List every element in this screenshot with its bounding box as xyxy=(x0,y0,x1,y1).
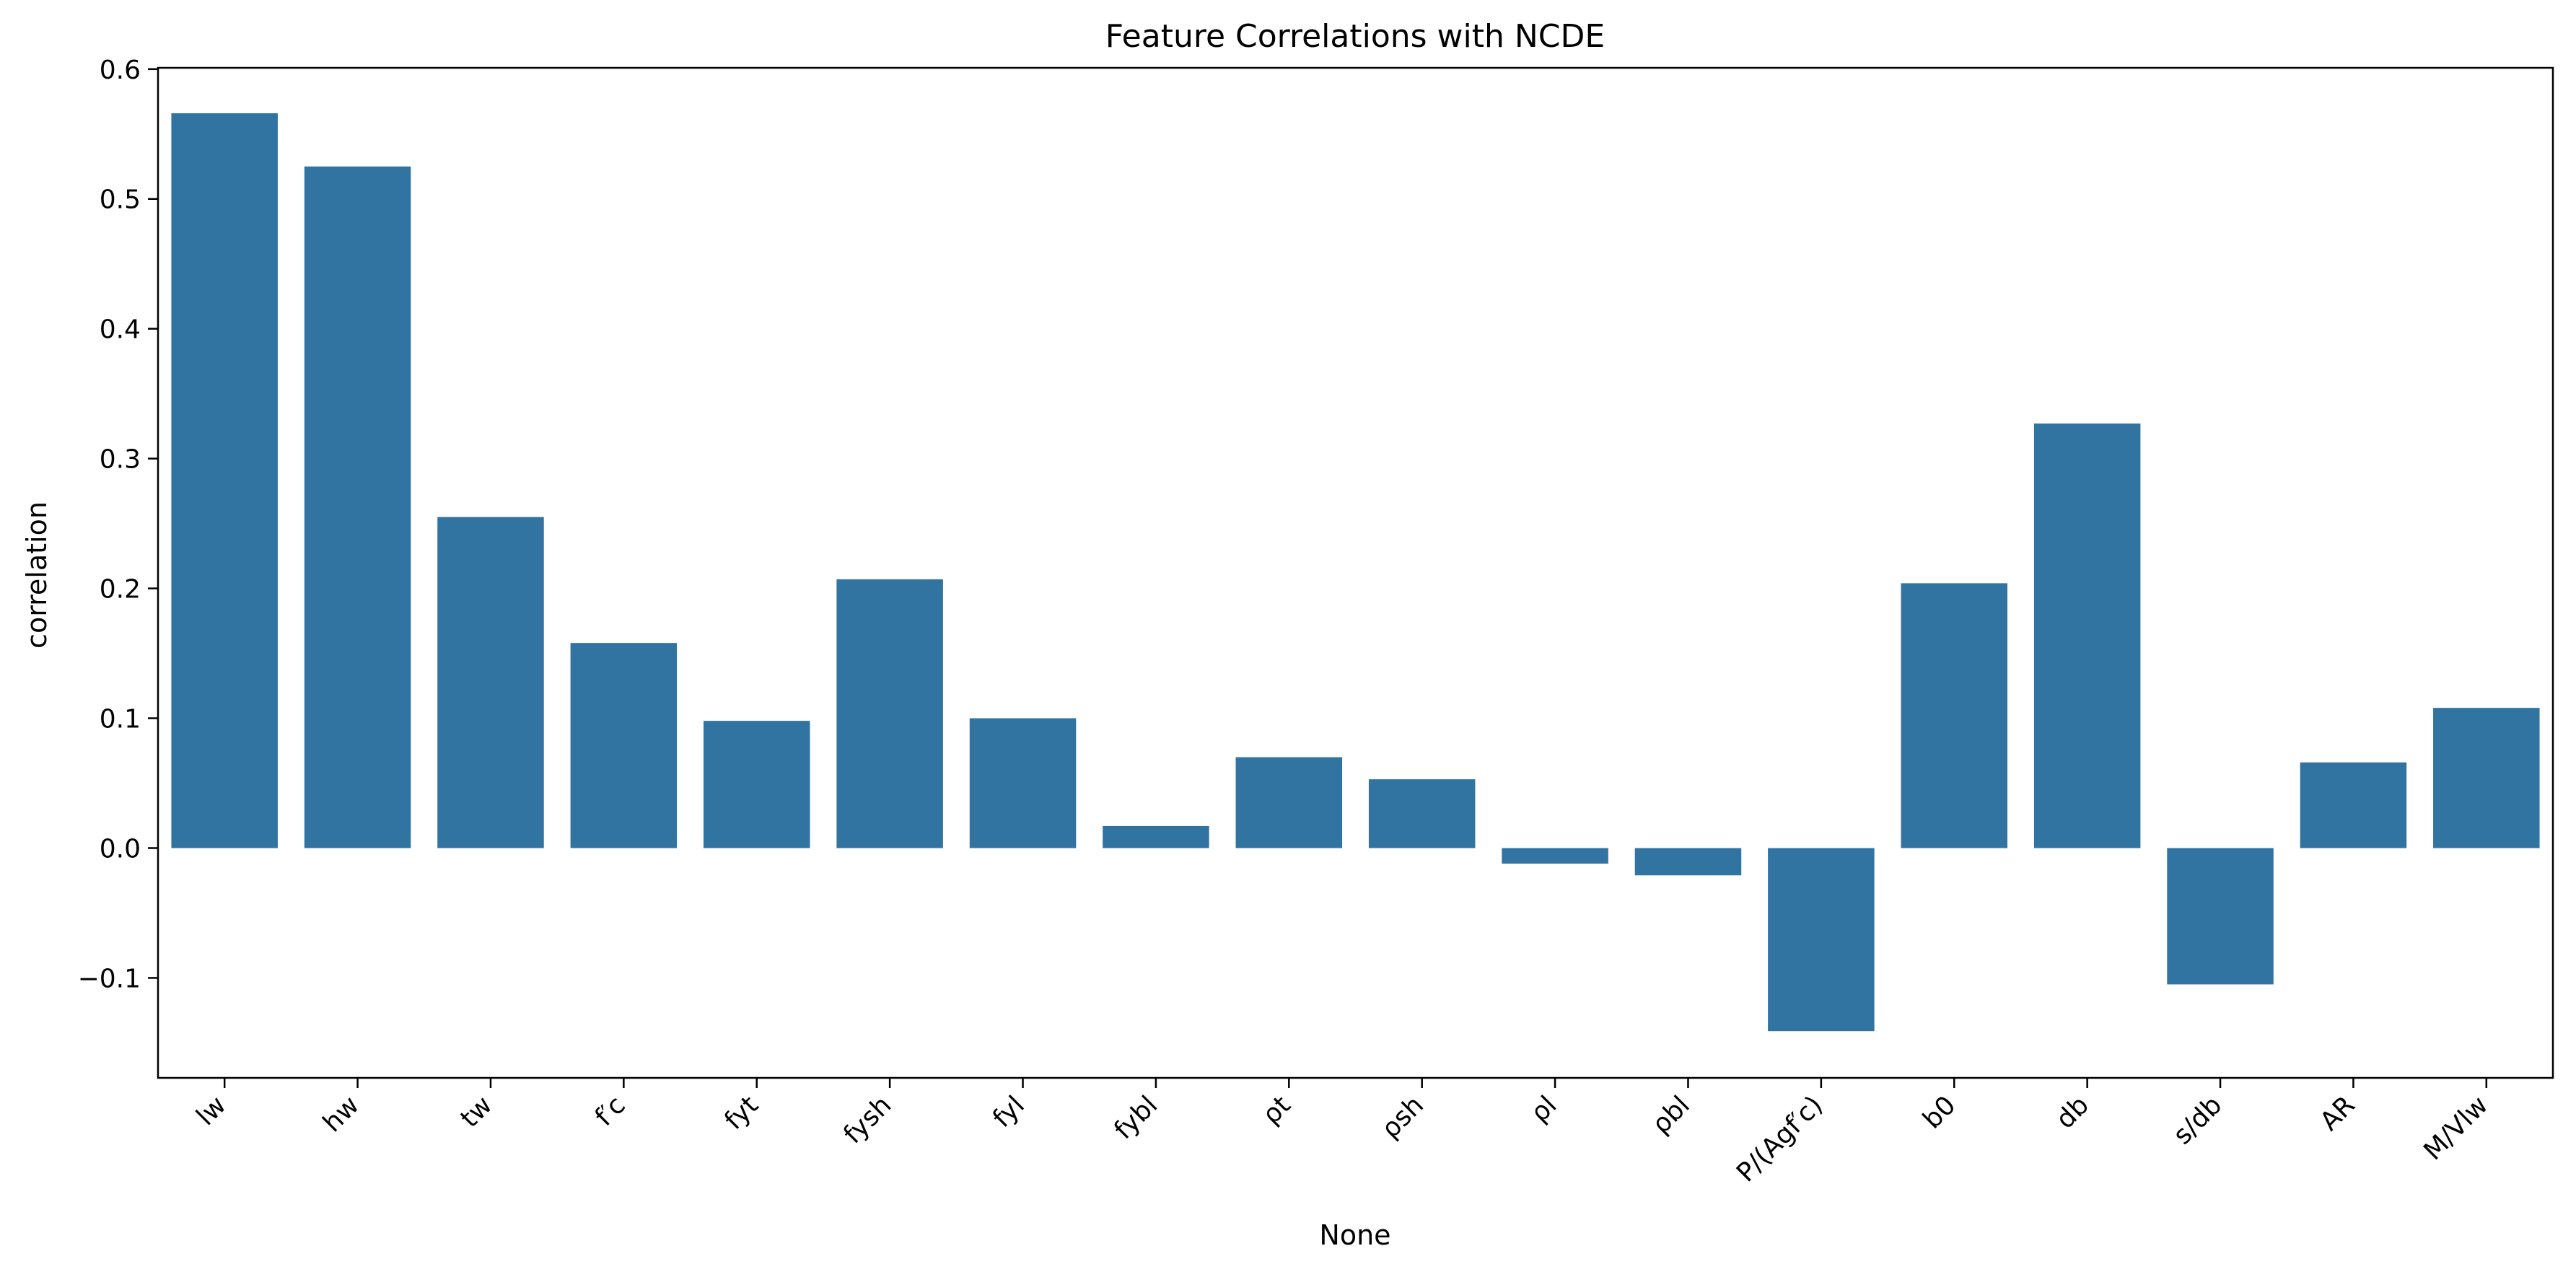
x-tick-label-9: ρsh xyxy=(1376,1090,1430,1144)
x-tick-label-8: ρt xyxy=(1257,1090,1297,1130)
y-axis: −0.1 0.0 0.1 0.2 0.3 0.4 0.5 0.6 xyxy=(78,56,158,993)
plot-frame xyxy=(157,66,2554,1079)
bar-15 xyxy=(2167,848,2274,985)
bar-6 xyxy=(969,718,1077,848)
bar-9 xyxy=(1368,779,1476,848)
x-tick-label-12: P/(Agf′c) xyxy=(1731,1090,1828,1188)
x-tick-label-0: lw xyxy=(191,1090,232,1131)
y-tick-label-1: 0.0 xyxy=(100,834,141,864)
y-tick-label-2: 0.1 xyxy=(100,705,141,734)
bar-0 xyxy=(171,113,278,848)
x-tick-label-3: f′c xyxy=(590,1090,631,1132)
x-tick-label-17: M/Vlw xyxy=(2418,1090,2494,1166)
x-tick-label-13: b0 xyxy=(1917,1090,1961,1134)
y-tick-label-6: 0.5 xyxy=(100,185,141,215)
bar-7 xyxy=(1103,825,1209,848)
bar-4 xyxy=(703,721,810,848)
x-axis-label: None xyxy=(1319,1219,1390,1251)
chart-title: Feature Correlations with NCDE xyxy=(1105,18,1605,55)
bar-11 xyxy=(1634,848,1742,876)
bar-2 xyxy=(437,517,544,848)
bar-10 xyxy=(1502,848,1608,864)
bar-16 xyxy=(2300,762,2407,848)
y-tick-label-7: 0.6 xyxy=(100,56,141,85)
y-tick-label-5: 0.4 xyxy=(100,315,141,345)
bar-8 xyxy=(1235,757,1343,848)
x-tick-label-10: ρl xyxy=(1525,1090,1562,1128)
x-tick-label-14: db xyxy=(2051,1090,2095,1134)
bar-14 xyxy=(2033,424,2141,848)
x-tick-label-2: tw xyxy=(455,1090,499,1133)
y-tick-label-0: −0.1 xyxy=(78,964,141,993)
x-axis: lw hw tw f′c fyt fysh fyl fybl ρt ρsh ρl ρbl P/(Agf′… xyxy=(191,1078,2494,1188)
bars-group xyxy=(171,113,2540,1032)
x-tick-label-11: ρbl xyxy=(1646,1090,1695,1139)
x-tick-label-5: fysh xyxy=(838,1090,898,1149)
x-tick-label-1: hw xyxy=(317,1090,365,1138)
y-tick-label-3: 0.2 xyxy=(100,575,141,605)
bar-5 xyxy=(836,579,943,848)
y-tick-label-4: 0.3 xyxy=(100,445,141,475)
x-tick-label-16: AR xyxy=(2315,1090,2361,1136)
bar-17 xyxy=(2433,708,2540,848)
x-tick-label-4: fyt xyxy=(719,1090,765,1136)
bar-1 xyxy=(304,166,411,848)
bar-13 xyxy=(1901,583,2008,848)
x-tick-label-7: fybl xyxy=(1108,1090,1163,1145)
bar-12 xyxy=(1768,848,1875,1032)
x-tick-label-15: s/db xyxy=(2168,1090,2227,1150)
y-axis-label: correlation xyxy=(21,501,53,649)
x-tick-label-6: fyl xyxy=(987,1090,1030,1133)
bar-3 xyxy=(570,643,678,848)
